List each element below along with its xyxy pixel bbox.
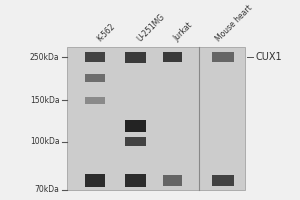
Text: 250kDa: 250kDa [30, 53, 59, 62]
Text: 70kDa: 70kDa [34, 185, 59, 194]
Bar [163, 175, 182, 186]
Text: Mouse heart: Mouse heart [214, 3, 254, 43]
Bar [85, 97, 105, 104]
Bar [85, 174, 105, 187]
Bar [212, 52, 234, 62]
Text: CUX1: CUX1 [256, 52, 282, 62]
Bar [67, 47, 245, 190]
Bar [163, 52, 182, 62]
Bar [125, 52, 146, 63]
Text: K-562: K-562 [95, 22, 117, 43]
Bar [212, 175, 234, 186]
Text: 100kDa: 100kDa [30, 137, 59, 146]
Text: Jurkat: Jurkat [172, 21, 195, 43]
Bar [125, 174, 146, 187]
Bar [125, 120, 146, 132]
Text: 150kDa: 150kDa [30, 96, 59, 105]
Bar [125, 137, 146, 146]
Bar [85, 52, 105, 62]
Text: U-251MG: U-251MG [135, 12, 166, 43]
Bar [85, 74, 105, 82]
